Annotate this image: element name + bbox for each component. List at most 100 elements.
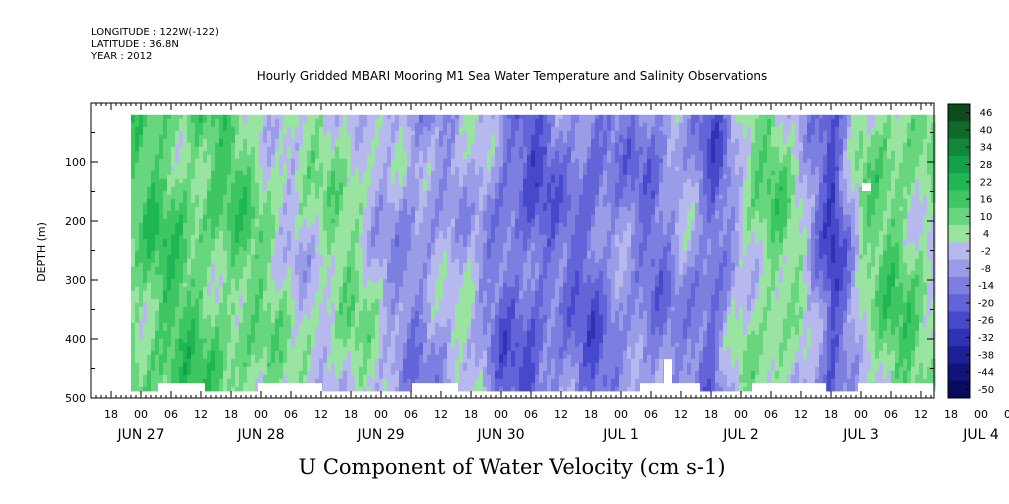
- heatmap-cell: [383, 318, 388, 324]
- heatmap-cell: [247, 358, 252, 364]
- heatmap-cell: [379, 270, 384, 276]
- heatmap-cell: [343, 286, 348, 292]
- heatmap-cell: [403, 130, 408, 136]
- heatmap-cell: [339, 362, 344, 368]
- heatmap-cell: [275, 166, 280, 172]
- heatmap-cell: [287, 378, 292, 384]
- heatmap-cell: [407, 134, 412, 140]
- heatmap-cell: [387, 326, 392, 332]
- heatmap-cell: [131, 274, 136, 280]
- heatmap-cell: [151, 266, 156, 272]
- heatmap-cell: [363, 154, 368, 160]
- heatmap-cell: [283, 182, 288, 188]
- heatmap-cell: [207, 162, 212, 168]
- heatmap-cell: [379, 326, 384, 332]
- heatmap-cell: [239, 374, 244, 380]
- heatmap-cell: [211, 274, 216, 280]
- heatmap-cell: [367, 374, 372, 380]
- heatmap-cell: [355, 322, 360, 328]
- heatmap-cell: [163, 158, 168, 164]
- heatmap-cell: [287, 214, 292, 220]
- heatmap-cell: [139, 186, 144, 192]
- heatmap-cell: [183, 206, 188, 212]
- heatmap-cell: [143, 206, 148, 212]
- heatmap-cell: [375, 258, 380, 264]
- heatmap-cell: [215, 350, 220, 356]
- heatmap-cell: [271, 326, 276, 332]
- heatmap-cell: [159, 330, 164, 336]
- heatmap-cell: [275, 374, 280, 380]
- heatmap-cell: [355, 234, 360, 240]
- heatmap-cell: [311, 210, 316, 216]
- heatmap-cell: [371, 334, 376, 340]
- heatmap-cell: [155, 226, 160, 232]
- heatmap-cell: [131, 298, 136, 304]
- heatmap-cell: [379, 246, 384, 252]
- heatmap-cell: [211, 254, 216, 260]
- heatmap-cell: [131, 266, 136, 272]
- heatmap-cell: [255, 158, 260, 164]
- heatmap-cell: [331, 346, 336, 352]
- heatmap-cell: [307, 114, 312, 120]
- heatmap-cell: [243, 118, 248, 124]
- heatmap-cell: [295, 266, 300, 272]
- heatmap-cell: [255, 282, 260, 288]
- heatmap-cell: [419, 178, 424, 184]
- heatmap-cell: [363, 190, 368, 196]
- heatmap-cell: [343, 190, 348, 196]
- heatmap-cell: [343, 362, 348, 368]
- heatmap-cell: [303, 130, 308, 136]
- heatmap-cell: [263, 306, 268, 312]
- heatmap-cell: [403, 354, 408, 360]
- heatmap-cell: [419, 142, 424, 148]
- heatmap-cell: [339, 142, 344, 148]
- heatmap-cell: [139, 230, 144, 236]
- heatmap-cell: [263, 134, 268, 140]
- heatmap-cell: [415, 242, 420, 248]
- heatmap-cell: [239, 354, 244, 360]
- heatmap-cell: [243, 238, 248, 244]
- heatmap-cell: [179, 226, 184, 232]
- heatmap-cell: [287, 366, 292, 372]
- heatmap-cell: [323, 318, 328, 324]
- heatmap-cell: [215, 342, 220, 348]
- heatmap-cell: [347, 370, 352, 376]
- heatmap-cell: [223, 162, 228, 168]
- heatmap-cell: [351, 118, 356, 124]
- heatmap-cell: [151, 278, 156, 284]
- heatmap-cell: [243, 146, 248, 152]
- heatmap-cell: [219, 302, 224, 308]
- heatmap-cell: [279, 138, 284, 144]
- heatmap-cell: [391, 294, 396, 300]
- heatmap-cell: [219, 202, 224, 208]
- heatmap-cell: [267, 138, 272, 144]
- heatmap-cell: [163, 122, 168, 128]
- heatmap-cell: [287, 162, 292, 168]
- heatmap-cell: [203, 198, 208, 204]
- heatmap-cell: [283, 278, 288, 284]
- heatmap-cell: [267, 330, 272, 336]
- heatmap-cell: [383, 134, 388, 140]
- heatmap-cell: [219, 166, 224, 172]
- heatmap-cell: [283, 146, 288, 152]
- heatmap-cell: [231, 322, 236, 328]
- heatmap-cell: [163, 218, 168, 224]
- heatmap-cell: [199, 198, 204, 204]
- heatmap-cell: [371, 134, 376, 140]
- heatmap-cell: [227, 142, 232, 148]
- heatmap-cell: [331, 342, 336, 348]
- heatmap-cell: [151, 242, 156, 248]
- heatmap-cell: [215, 174, 220, 180]
- heatmap-cell: [327, 118, 332, 124]
- heatmap-cell: [395, 354, 400, 360]
- heatmap-cell: [287, 338, 292, 344]
- heatmap-cell: [259, 150, 264, 156]
- heatmap-cell: [203, 246, 208, 252]
- heatmap-cell: [195, 370, 200, 376]
- heatmap-cell: [227, 146, 232, 152]
- heatmap-cell: [255, 346, 260, 352]
- heatmap-cell: [199, 210, 204, 216]
- heatmap-cell: [247, 182, 252, 188]
- heatmap-cell: [199, 154, 204, 160]
- heatmap-cell: [227, 258, 232, 264]
